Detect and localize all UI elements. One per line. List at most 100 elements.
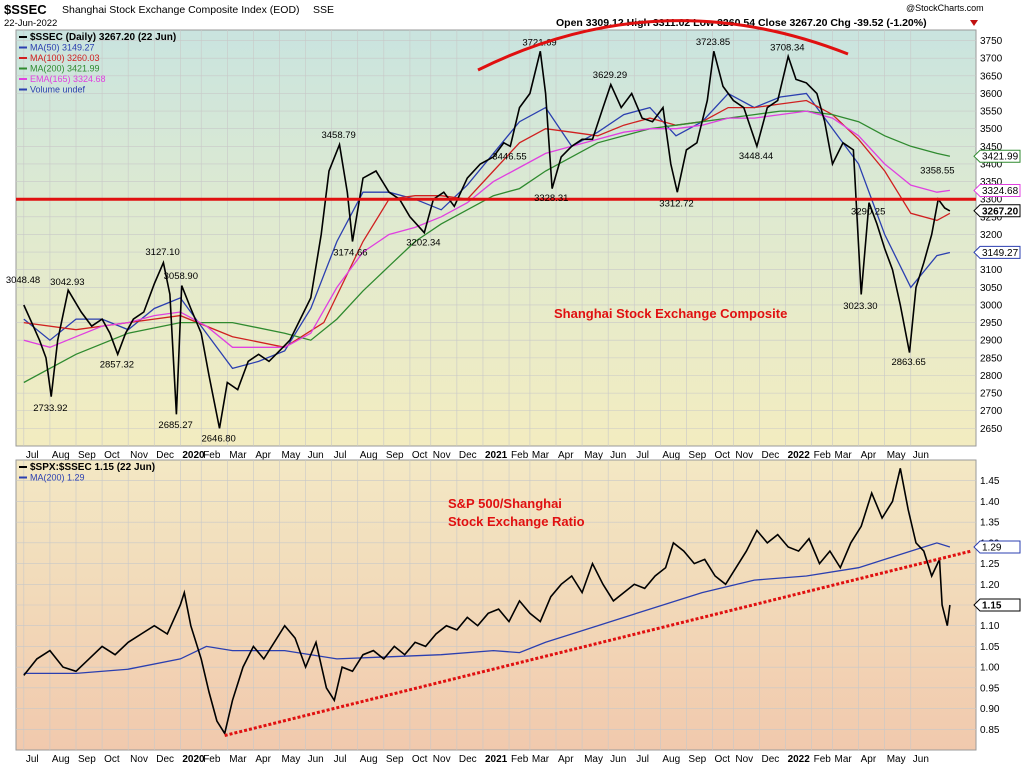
- point-label: 3446.55: [492, 152, 526, 163]
- x-tick-label: Nov: [433, 450, 451, 461]
- y-tick-label: 3500: [980, 124, 1003, 135]
- x-tick-label: Jun: [610, 450, 626, 461]
- y-tick-label: 3650: [980, 71, 1003, 82]
- y-tick-label: 3600: [980, 89, 1003, 100]
- x-tick-label: Apr: [255, 754, 271, 765]
- x-tick-label: Dec: [459, 450, 477, 461]
- header-ohlc: Open 3309.12 High 3311.02 Low 3260.54 Cl…: [556, 17, 927, 29]
- lower-annotation-line1: S&P 500/Shanghai: [448, 496, 562, 511]
- x-tick-label: Nov: [433, 754, 451, 765]
- header-date: 22-Jun-2022: [4, 18, 57, 29]
- y-tick-label: 2900: [980, 336, 1003, 347]
- point-label: 3290.25: [851, 207, 885, 218]
- x-tick-label: Dec: [459, 754, 477, 765]
- legend-entry: EMA(165) 3324.68: [30, 74, 106, 84]
- x-tick-label: Dec: [156, 450, 174, 461]
- point-label: 3127.10: [145, 247, 179, 258]
- x-tick-label: Nov: [735, 754, 753, 765]
- legend-entry: MA(200) 3421.99: [30, 64, 100, 74]
- price-badge-text: 1.29: [982, 543, 1002, 554]
- legend-entry: MA(200) 1.29: [30, 473, 85, 483]
- point-label: 3448.44: [739, 151, 773, 162]
- x-tick-label: Nov: [130, 754, 148, 765]
- series-ma-50-: [23, 92, 951, 370]
- x-tick-label: Aug: [52, 754, 70, 765]
- point-label: 3202.34: [406, 238, 440, 249]
- x-tick-label: Feb: [814, 754, 832, 765]
- x-tick-label: Apr: [558, 450, 574, 461]
- x-tick-label: Oct: [715, 450, 731, 461]
- y-tick-label: 0.90: [980, 704, 1000, 715]
- y-tick-label: 2700: [980, 406, 1003, 417]
- series-ma-200-: [23, 542, 951, 675]
- point-label: 3328.31: [534, 193, 568, 204]
- x-tick-label: Apr: [861, 450, 877, 461]
- x-tick-label: May: [887, 754, 906, 765]
- y-tick-label: 1.05: [980, 642, 1000, 653]
- x-tick-label: 2022: [788, 450, 811, 461]
- point-label: 3708.34: [770, 42, 804, 53]
- x-tick-label: May: [281, 450, 300, 461]
- x-tick-label: Feb: [203, 754, 221, 765]
- y-tick-label: 3000: [980, 300, 1003, 311]
- y-tick-label: 1.40: [980, 497, 1000, 508]
- y-tick-label: 1.25: [980, 559, 1000, 570]
- point-label: 3629.29: [593, 70, 627, 81]
- x-tick-label: 2020: [182, 754, 205, 765]
- trend-line: [224, 549, 972, 737]
- x-tick-label: Oct: [412, 450, 428, 461]
- price-badge: 3421.99: [973, 149, 1021, 163]
- x-tick-label: Apr: [861, 754, 877, 765]
- point-label: 2685.27: [158, 420, 192, 431]
- point-label: 2733.92: [33, 403, 67, 414]
- x-tick-label: Mar: [229, 754, 247, 765]
- price-badge: 1.29: [973, 540, 1021, 554]
- x-tick-label: Aug: [360, 450, 378, 461]
- x-tick-label: Dec: [761, 450, 779, 461]
- upper-point-labels: 3048.48 2733.92 3042.93 2857.32 3127.10 3058.…: [6, 37, 955, 445]
- y-tick-label: 3250: [980, 212, 1003, 223]
- x-tick-label: 2021: [485, 754, 508, 765]
- x-tick-label: Nov: [130, 450, 148, 461]
- x-tick-label: Jul: [334, 450, 347, 461]
- legend-entry: MA(100) 3260.03: [30, 53, 100, 63]
- x-tick-label: Jul: [636, 450, 649, 461]
- y-tick-label: 1.00: [980, 663, 1000, 674]
- y-tick-label: 1.45: [980, 476, 1000, 487]
- x-tick-label: Dec: [761, 754, 779, 765]
- price-badge-text: 3267.20: [982, 206, 1019, 217]
- header-watermark: @StockCharts.com: [906, 3, 984, 13]
- series--spx-ssec: [23, 468, 951, 736]
- x-tick-label: Nov: [735, 450, 753, 461]
- x-tick-label: Jun: [610, 754, 626, 765]
- point-label: 2646.80: [201, 434, 235, 445]
- x-tick-label: Feb: [511, 754, 529, 765]
- y-tick-label: 3350: [980, 177, 1003, 188]
- price-badge-box: [973, 598, 1021, 612]
- x-tick-label: 2020: [182, 450, 205, 461]
- point-label: 2857.32: [100, 359, 134, 370]
- x-tick-label: Mar: [532, 754, 550, 765]
- x-tick-label: Oct: [715, 754, 731, 765]
- x-tick-label: Sep: [386, 754, 404, 765]
- x-tick-label: Mar: [835, 450, 853, 461]
- lower-annotation-line2: Stock Exchange Ratio: [448, 514, 585, 529]
- x-tick-label: Mar: [229, 450, 247, 461]
- price-badge-box: [973, 149, 1021, 163]
- upper-y-axis: 2650 2700 2750 2800 2850 2900 2950 3000 3050 3100…: [980, 36, 1003, 435]
- x-tick-label: Mar: [532, 450, 550, 461]
- y-tick-label: 3700: [980, 54, 1003, 65]
- x-tick-label: Aug: [662, 754, 680, 765]
- point-label: 3048.48: [6, 275, 40, 286]
- x-tick-label: Jul: [26, 754, 39, 765]
- x-tick-label: Oct: [412, 754, 428, 765]
- x-tick-label: Jul: [334, 754, 347, 765]
- x-tick-label: Dec: [156, 754, 174, 765]
- x-tick-label: 2022: [788, 754, 811, 765]
- point-label: 3458.79: [321, 130, 355, 141]
- point-label: 3723.85: [696, 37, 730, 48]
- point-label: 3174.66: [333, 247, 367, 258]
- x-tick-label: Jun: [913, 450, 929, 461]
